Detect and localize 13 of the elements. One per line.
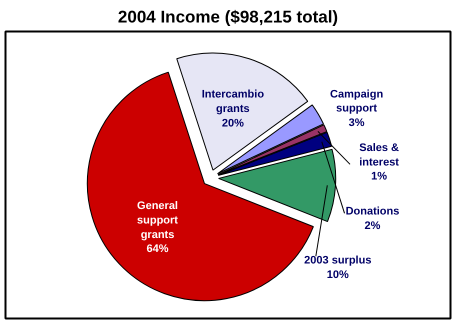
data-label: 10% <box>326 268 350 281</box>
data-label: 64% <box>146 243 169 256</box>
data-label: 2% <box>364 220 381 232</box>
chart-title: 2004 Income ($98,215 total) <box>118 8 338 26</box>
slice-label: Donations <box>346 205 400 218</box>
slice-label: General support grants <box>137 200 178 241</box>
slice-label: Intercambio grants <box>202 88 264 115</box>
slice-label: 2003 surplus <box>304 254 372 267</box>
data-label: 1% <box>371 170 388 183</box>
data-label: 20% <box>222 117 244 130</box>
slice-label: Campaign support <box>330 88 384 115</box>
data-label: 3% <box>348 117 365 130</box>
slice-label: Sales & interest <box>359 142 400 168</box>
